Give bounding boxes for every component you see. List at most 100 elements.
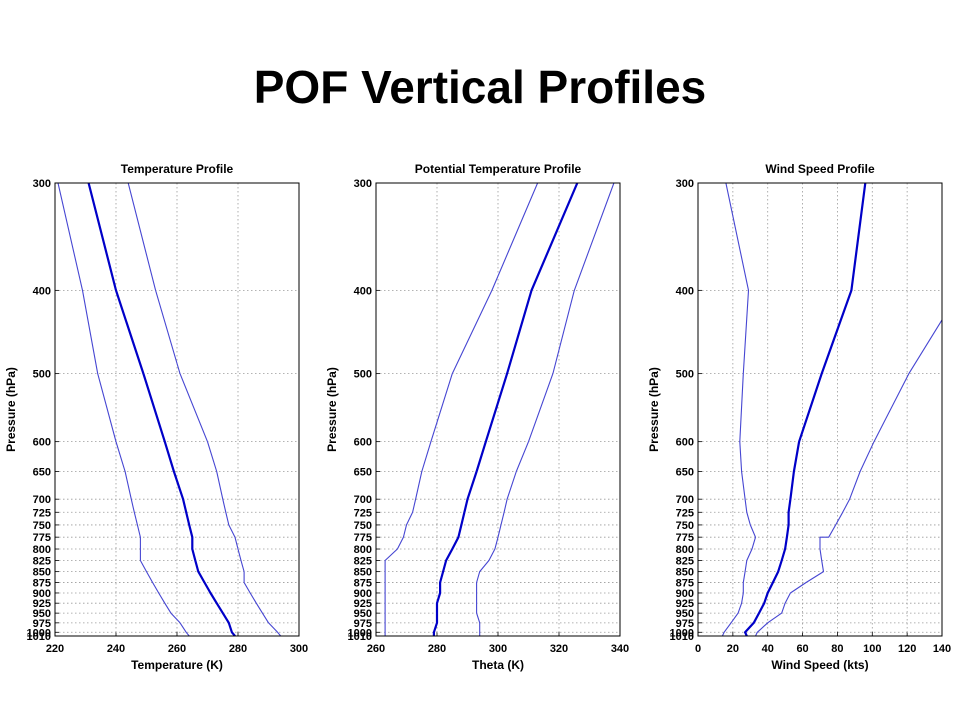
chart-title: Temperature Profile	[121, 162, 234, 176]
y-tick-label: 500	[676, 369, 694, 381]
y-tick-label: 825	[354, 555, 372, 567]
y-tick-label: 850	[33, 567, 51, 579]
y-tick-label: 925	[676, 598, 694, 610]
x-tick-label: 220	[46, 643, 64, 655]
y-tick-label: 875	[33, 577, 51, 589]
x-tick-label: 80	[831, 643, 843, 655]
y-tick-label: 725	[676, 507, 694, 519]
y-tick-label: 900	[354, 588, 372, 600]
upper-bound-line	[755, 319, 942, 636]
y-tick-label: 975	[354, 618, 372, 630]
y-tick-label: 750	[676, 520, 694, 532]
plot-frame	[375, 182, 621, 637]
lower-bound-line	[721, 183, 757, 636]
y-tick-label: 300	[676, 178, 694, 190]
y-tick-label: 975	[676, 618, 694, 630]
y-tick-label: 750	[354, 520, 372, 532]
mean-line	[744, 183, 867, 636]
y-tick-label: 1000	[348, 627, 372, 639]
y-tick-label: 300	[354, 178, 372, 190]
y-tick-label: 400	[354, 285, 372, 297]
y-tick-label: 900	[33, 588, 51, 600]
x-tick-label: 260	[168, 643, 186, 655]
y-axis-label: Pressure (hPa)	[4, 367, 18, 452]
y-tick-label: 925	[33, 598, 51, 610]
mean-line	[87, 183, 236, 636]
x-tick-label: 100	[863, 643, 881, 655]
y-tick-label: 900	[676, 588, 694, 600]
y-tick-label: 800	[676, 544, 694, 556]
y-tick-label: 825	[676, 555, 694, 567]
y-tick-label: 700	[354, 494, 372, 506]
x-tick-label: 280	[428, 643, 446, 655]
y-tick-label: 650	[33, 467, 51, 479]
x-tick-label: 120	[898, 643, 916, 655]
panel-temperature-profile: 220 240 260 280 300 300 400 500 600 650 7007257507…	[4, 162, 308, 672]
chart-title: Wind Speed Profile	[765, 162, 875, 176]
y-tick-label: 700	[676, 494, 694, 506]
x-tick-label: 60	[796, 643, 808, 655]
y-tick-label: 650	[676, 467, 694, 479]
y-tick-label: 800	[354, 544, 372, 556]
y-tick-label: 800	[33, 544, 51, 556]
y-tick-label: 775	[354, 532, 372, 544]
x-tick-label: 0	[695, 643, 701, 655]
lower-bound-line	[384, 183, 539, 636]
panel-wind-speed-profile: 0 20 40 60 80 100 120 1403004005006006507007257…	[647, 162, 951, 672]
y-tick-label: 950	[676, 608, 694, 620]
x-tick-label: 340	[611, 643, 629, 655]
y-tick-label: 925	[354, 598, 372, 610]
y-tick-label: 750	[33, 520, 51, 532]
plot-frame	[54, 182, 300, 637]
y-tick-label: 500	[33, 369, 51, 381]
y-tick-label: 725	[354, 507, 372, 519]
panel-potential-temperature-profile: 260 280 300 320 340 300 400 500 600 650 7007257507…	[325, 162, 629, 672]
y-tick-label: 1000	[670, 627, 694, 639]
y-tick-label: 600	[33, 437, 51, 449]
y-tick-label: 650	[354, 467, 372, 479]
y-axis-label: Pressure (hPa)	[325, 367, 339, 452]
y-tick-label: 600	[676, 437, 694, 449]
x-tick-label: 20	[727, 643, 739, 655]
y-tick-label: 400	[33, 285, 51, 297]
y-tick-label: 600	[354, 437, 372, 449]
y-axis-label: Pressure (hPa)	[647, 367, 661, 452]
y-tick-label: 1010	[670, 631, 694, 643]
y-tick-label: 725	[33, 507, 51, 519]
y-tick-label: 1010	[348, 631, 372, 643]
upper-bound-line	[127, 183, 282, 636]
y-tick-label: 1000	[27, 627, 51, 639]
x-axis-label: Theta (K)	[472, 658, 524, 672]
lower-bound-line	[57, 183, 190, 636]
mean-line	[432, 183, 579, 636]
y-tick-label: 775	[33, 532, 51, 544]
y-tick-label: 500	[354, 369, 372, 381]
x-tick-label: 320	[550, 643, 568, 655]
y-tick-label: 775	[676, 532, 694, 544]
y-tick-label: 400	[676, 285, 694, 297]
plot-frame	[697, 182, 943, 637]
y-tick-label: 300	[33, 178, 51, 190]
upper-bound-line	[476, 183, 615, 636]
x-tick-label: 300	[489, 643, 507, 655]
x-tick-label: 300	[290, 643, 308, 655]
x-tick-label: 260	[367, 643, 385, 655]
x-axis-label: Wind Speed (kts)	[771, 658, 868, 672]
y-tick-label: 700	[33, 494, 51, 506]
y-tick-label: 950	[354, 608, 372, 620]
y-tick-label: 950	[33, 608, 51, 620]
x-tick-label: 40	[762, 643, 774, 655]
x-tick-label: 240	[107, 643, 125, 655]
slide-title: POF Vertical Profiles	[253, 61, 707, 113]
y-tick-label: 850	[676, 567, 694, 579]
y-tick-label: 1010	[27, 631, 51, 643]
y-tick-label: 875	[354, 577, 372, 589]
x-tick-label: 140	[933, 643, 951, 655]
x-axis-label: Temperature (K)	[131, 658, 223, 672]
y-tick-label: 975	[33, 618, 51, 630]
y-tick-label: 875	[676, 577, 694, 589]
y-tick-label: 850	[354, 567, 372, 579]
x-tick-label: 280	[229, 643, 247, 655]
chart-title: Potential Temperature Profile	[415, 162, 582, 176]
